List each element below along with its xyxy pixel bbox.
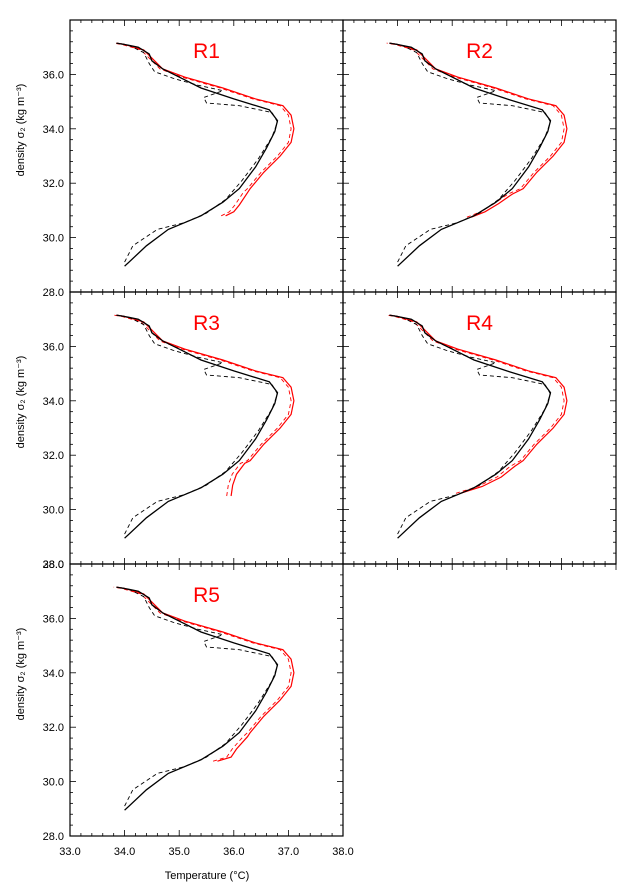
model-profile-dashed <box>386 42 565 218</box>
model-profile <box>116 42 295 217</box>
panels-group: 28.0 30.0 32.0 34.0 36.0 density σ₂ (kg m⁻³) R… <box>15 19 617 858</box>
y-tick-label: 30.0 <box>43 505 64 517</box>
x-tick-label: 38.0 <box>332 846 353 858</box>
panel-r5: 28.0 30.0 32.0 34.0 36.0 38.0 density σ₂ (kg m… <box>15 559 354 858</box>
model-profile-dashed <box>113 586 292 762</box>
panel-label: R4 <box>466 312 493 335</box>
y-axis-title: density σ₂ (kg m⁻³) <box>15 356 27 449</box>
y-tick-label: 34.0 <box>43 396 64 408</box>
model-profile <box>116 586 295 762</box>
y-tick-label: 34.0 <box>43 124 64 136</box>
y-tick-label: 30.0 <box>43 233 64 245</box>
panel-label: R2 <box>466 40 493 63</box>
y-tick-label: 32.0 <box>43 178 64 190</box>
x-tick-label: 34.0 <box>114 846 135 858</box>
y-tick-label: 28.0 <box>43 287 64 299</box>
model-profile <box>389 42 568 218</box>
y-tick-label: 34.0 <box>43 668 64 680</box>
observed-profile <box>389 42 552 267</box>
model-profile-dashed <box>386 314 565 494</box>
y-tick-label: 36.0 <box>43 613 64 625</box>
y-tick-label: 30.0 <box>43 777 64 789</box>
panel-label: R1 <box>193 40 220 63</box>
observed-profile <box>116 314 279 539</box>
observed-profile <box>116 586 279 811</box>
observed-profile <box>116 42 279 267</box>
panel-label: R3 <box>193 312 220 335</box>
observed-profile-dashed <box>391 314 551 535</box>
model-profile <box>389 314 568 494</box>
observed-profile-dashed <box>118 42 278 263</box>
y-tick-label: 28.0 <box>43 559 64 571</box>
x-tick-label: 33.0 <box>59 846 80 858</box>
y-tick-label: 36.0 <box>43 341 64 353</box>
model-profile <box>116 314 295 497</box>
panel-r2: R2 <box>342 19 617 293</box>
empty-slot-top-ticks <box>342 563 617 570</box>
panel-frame <box>69 563 344 837</box>
panel-r4: R4 <box>342 291 617 565</box>
model-profile-dashed <box>113 42 292 217</box>
y-axis-title: density σ₂ (kg m⁻³) <box>15 628 27 721</box>
panel-label: R5 <box>193 584 220 607</box>
x-tick-label: 35.0 <box>168 846 189 858</box>
observed-profile <box>389 314 552 539</box>
observed-profile-dashed <box>391 42 551 263</box>
y-tick-label: 32.0 <box>43 450 64 462</box>
y-axis-title: density σ₂ (kg m⁻³) <box>15 84 27 177</box>
observed-profile-dashed <box>118 314 278 535</box>
observed-profile-dashed <box>118 586 278 807</box>
panel-r1: 28.0 30.0 32.0 34.0 36.0 density σ₂ (kg m⁻³) R… <box>15 19 344 299</box>
x-tick-label: 37.0 <box>278 846 299 858</box>
y-tick-label: 32.0 <box>43 722 64 734</box>
y-tick-label: 28.0 <box>43 831 64 843</box>
x-axis-title: Temperature (°C) <box>165 870 249 882</box>
panel-r3: 28.0 30.0 32.0 34.0 36.0 density σ₂ (kg m⁻³) R… <box>15 291 344 571</box>
x-tick-label: 36.0 <box>223 846 244 858</box>
y-tick-label: 38.0 <box>43 559 64 571</box>
model-profile-dashed <box>113 314 292 497</box>
y-tick-label: 36.0 <box>43 69 64 81</box>
